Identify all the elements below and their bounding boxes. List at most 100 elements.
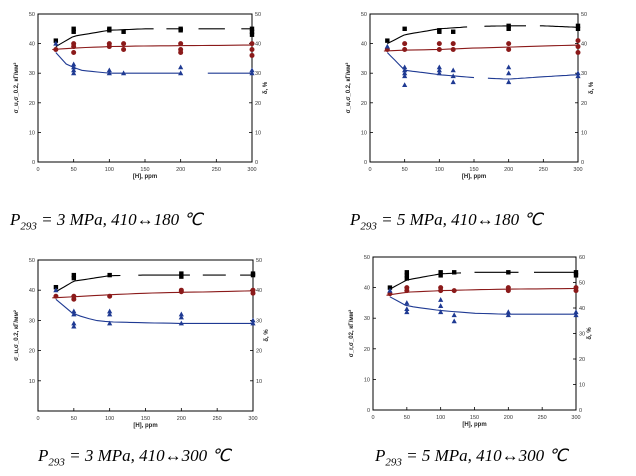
y-tick-label: 40: [364, 286, 370, 292]
data-point-square: [71, 29, 76, 34]
data-point-square: [404, 270, 410, 275]
y-axis-label: σ_u,σ_0.2, кГ/мм²: [13, 63, 20, 114]
y2-axis-label: δ, %: [587, 327, 593, 340]
data-point-triangle: [107, 311, 113, 317]
chart-panel-3: 0 50 100 150 200 250 300 10 20 30 40 50 10 20 30 40 50 [H…: [13, 258, 270, 429]
fit-curve: [484, 25, 526, 27]
data-point-triangle: [107, 320, 113, 326]
data-point-square: [71, 272, 77, 278]
fit-curve: [52, 44, 252, 51]
data-point-triangle: [249, 70, 255, 76]
y-tick-label: 30: [361, 71, 367, 77]
x-tick-label: 0: [36, 416, 39, 422]
data-point-circle: [249, 41, 255, 47]
fit-curve: [383, 44, 579, 52]
fit-curve: [389, 296, 576, 315]
x-axis-label: [H], ppm: [133, 174, 157, 180]
data-point-circle: [451, 288, 457, 294]
y2-tick-label: 10: [255, 130, 261, 136]
data-point-triangle: [250, 320, 256, 326]
x-tick-label: 250: [213, 416, 222, 422]
y-axis-label: σ_r,σ_02, кГ/мм²: [348, 310, 355, 358]
data-point-triangle: [71, 308, 77, 314]
y2-tick-label: 30: [579, 332, 585, 338]
x-tick-label: 200: [177, 416, 186, 422]
data-point-triangle: [71, 64, 77, 70]
y-tick-label: 50: [361, 12, 367, 18]
data-point-square: [506, 270, 511, 275]
data-point-triangle: [402, 67, 408, 73]
data-point-triangle: [178, 314, 184, 320]
data-point-triangle: [436, 70, 442, 76]
fit-curve: [55, 28, 154, 48]
y-tick-label: 20: [361, 101, 367, 107]
y-tick-label: 50: [364, 255, 370, 261]
data-point-square: [249, 26, 255, 31]
data-point-triangle: [178, 64, 184, 70]
y-tick-label: 20: [364, 347, 370, 353]
data-point-circle: [178, 41, 184, 47]
data-point-triangle: [438, 309, 444, 315]
data-point-circle: [505, 288, 511, 294]
data-point-circle: [71, 49, 77, 55]
data-point-triangle: [71, 320, 77, 326]
data-point-triangle: [438, 303, 444, 308]
fit-curve: [387, 26, 468, 45]
data-point-triangle: [575, 70, 581, 76]
data-point-circle: [53, 293, 59, 299]
data-point-circle: [575, 38, 581, 44]
y2-tick-label: 40: [255, 42, 261, 48]
chart-panel-2: 0 50 100 150 200 250 3000102030405001020304050…: [345, 12, 595, 180]
x-tick-label: 100: [436, 415, 445, 421]
caption-panel-4: P293 = 5 MPa, 410↔300 ℃: [375, 446, 568, 469]
data-point-circle: [71, 44, 77, 50]
data-point-square: [387, 285, 393, 290]
data-point-circle: [249, 52, 255, 58]
y2-tick-label: 30: [581, 71, 587, 77]
data-point-triangle: [450, 73, 456, 79]
y2-tick-label: 50: [579, 281, 585, 287]
fit-curve: [52, 290, 254, 299]
data-point-square: [402, 26, 407, 31]
data-point-triangle: [506, 64, 512, 70]
y-tick-label: 20: [29, 349, 35, 355]
y-tick-label: 0: [364, 160, 367, 166]
data-point-circle: [107, 293, 113, 299]
y2-tick-label: 10: [256, 379, 262, 385]
x-tick-label: 300: [247, 167, 256, 173]
data-point-square: [121, 29, 126, 34]
y2-tick-label: 0: [255, 160, 258, 166]
y2-tick-label: 20: [579, 357, 585, 363]
y2-tick-label: 50: [581, 12, 587, 18]
y2-tick-label: 20: [256, 349, 262, 355]
data-point-triangle: [106, 70, 112, 76]
data-point-triangle: [107, 308, 113, 314]
data-point-circle: [438, 285, 444, 291]
data-point-triangle: [450, 79, 456, 85]
y-tick-label: 40: [29, 42, 35, 48]
y-tick-label: 10: [361, 130, 367, 136]
caption-panel-1: P293 = 3 MPa, 410↔180 ℃: [10, 210, 203, 233]
data-point-square: [438, 273, 443, 278]
data-point-circle: [402, 41, 408, 47]
data-point-square: [573, 270, 579, 275]
data-point-triangle: [71, 70, 77, 76]
chart-panel-1: 0 50 100 150 200 250 3000102030405001020304050…: [13, 12, 269, 180]
x-tick-label: 100: [105, 167, 114, 173]
data-point-square: [385, 38, 390, 43]
x-tick-label: 200: [504, 167, 513, 173]
y2-tick-label: 50: [256, 258, 262, 264]
fit-curve: [55, 52, 181, 74]
data-point-circle: [506, 47, 512, 53]
data-point-triangle: [71, 67, 77, 73]
data-point-circle: [121, 41, 127, 47]
data-point-square: [71, 275, 77, 281]
x-tick-label: 300: [573, 167, 582, 173]
data-point-triangle: [505, 309, 511, 315]
data-point-square: [53, 284, 59, 290]
data-point-square: [179, 274, 184, 279]
data-point-triangle: [450, 67, 456, 73]
data-point-square: [451, 29, 456, 34]
y2-tick-label: 40: [581, 42, 587, 48]
data-point-circle: [106, 44, 112, 50]
